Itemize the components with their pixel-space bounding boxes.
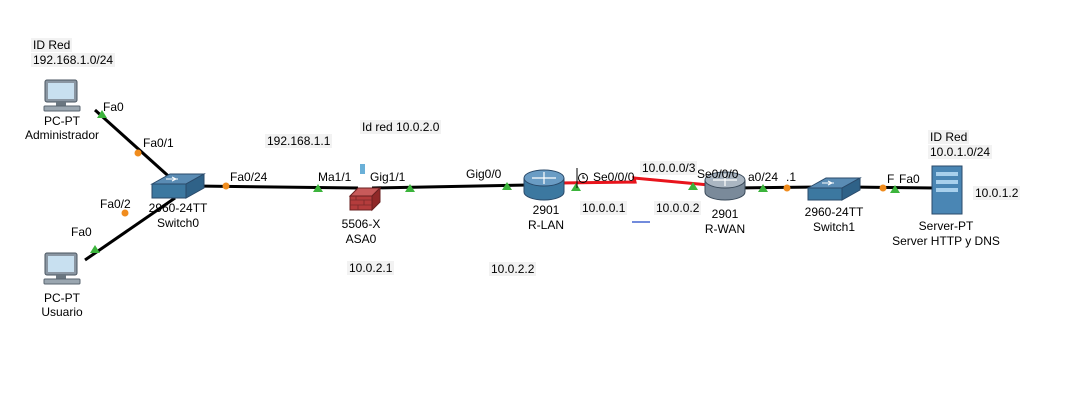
port-amber-indicator [121,209,129,217]
port-up-indicator [502,182,512,190]
asa0-firewall-icon[interactable] [348,164,382,212]
port-amber-indicator [783,184,791,192]
clock-icon [576,168,588,188]
link-switch1-server[interactable] [849,185,936,190]
switch1-name: Switch1 [812,220,856,234]
pc-admin-name: Administrador [24,128,100,142]
switch1-icon[interactable] [806,177,862,201]
port-up-indicator [688,182,698,190]
rwan-name: R-WAN [704,222,746,236]
router-rlan-icon[interactable] [523,169,565,201]
asa0-port-out: Gig1/1 [370,170,406,184]
asa0-ip-in: 192.168.1.1 [265,134,333,148]
rwan-port-out: a0/24 [748,170,779,184]
admin-net-value: 192.168.1.0/24 [31,53,116,67]
pc-user-name: Usuario [41,305,83,319]
rlan-name: R-LAN [527,218,565,232]
link-switch0-asa0[interactable] [194,184,359,190]
pc-user-icon[interactable] [43,252,81,285]
port-up-indicator [758,184,768,192]
asa0-net-label: Id red 10.0.2.0 [360,120,442,134]
server-type: Server-PT [918,219,974,233]
user-port-label: Fa0 [71,225,92,239]
switch1-port: F [887,172,895,186]
port-amber-indicator [879,184,887,192]
link-asa0-rlan[interactable] [371,183,529,190]
port-up-indicator [405,184,415,192]
asa0-type: 5506-X [341,217,381,231]
admin-net-label: ID Red [31,38,73,52]
server-port: Fa0 [899,172,920,186]
router-rwan-icon[interactable] [704,171,746,201]
rwan-ip-in: 10.0.0.2 [654,201,702,215]
switch1-type: 2960-24TT [804,205,864,219]
asa0-port-in: Ma1/1 [318,170,352,184]
port-amber-indicator [222,182,230,190]
rlan-port-in: Gig0/0 [466,167,502,181]
switch0-name: Switch0 [156,216,200,230]
server-name: Server HTTP y DNS [892,234,1000,248]
asa0-ip-out: 10.0.2.1 [347,261,395,275]
link-rwan-switch1[interactable] [734,185,821,190]
port-up-indicator [571,183,581,191]
server-net-label: ID Red [928,130,970,144]
switch0-port-fa02: Fa0/2 [100,197,131,211]
rwan-port-in: Se0/0/0 [697,167,739,181]
pc-user-type: PC-PT [44,291,80,305]
port-up-indicator [97,110,107,118]
rlan-ip-out: 10.0.0.1 [580,201,628,215]
link-user-switch0[interactable] [84,196,176,262]
switch0-icon[interactable] [150,173,206,199]
server-net-value: 10.0.1.0/24 [928,145,993,159]
pc-admin-icon[interactable] [43,79,81,112]
server-ip: 10.0.1.2 [973,186,1021,200]
switch0-port-fa024: Fa0/24 [230,170,268,184]
port-amber-indicator [134,149,142,157]
rlan-type: 2901 [532,203,560,217]
rwan-type: 2901 [711,207,739,221]
asa0-name: ASA0 [345,232,377,246]
link-serial-rlan-rwan[interactable] [559,176,721,188]
switch0-port-fa01: Fa0/1 [143,136,174,150]
port-up-indicator [313,184,323,192]
server-icon[interactable] [931,165,963,215]
rlan-port-out: Se0/0/0 [593,170,635,184]
rwan-ip-out: .1 [786,170,797,184]
serial-net-label: 10.0.0.0/3 [640,161,698,175]
link-admin-switch0[interactable] [93,108,177,184]
port-up-indicator [90,245,100,253]
port-up-indicator [890,185,900,193]
admin-port-label: Fa0 [103,100,124,114]
rlan-ip-in: 10.0.2.2 [489,262,537,276]
switch0-type: 2960-24TT [148,201,208,215]
pc-admin-type: PC-PT [44,114,80,128]
